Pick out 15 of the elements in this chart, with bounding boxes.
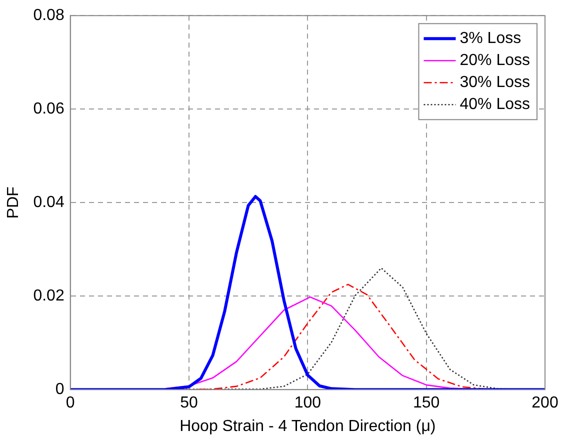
x-tick-label: 200 [532,394,558,412]
y-tick-label: 0.06 [33,100,64,118]
x-tick-label: 50 [180,394,198,412]
legend-label: 20% Loss [460,52,530,70]
y-tick-label: 0.02 [33,288,64,305]
x-tick-label: 100 [294,394,322,412]
legend-label: 3% Loss [460,30,522,48]
y-tick-label: 0.04 [33,194,64,212]
legend-label: 30% Loss [460,74,530,92]
x-tick-label: 150 [412,394,440,412]
x-axis-title: Hoop Strain - 4 Tendon Direction (μ) [180,418,436,435]
y-axis-title: PDF [5,186,22,219]
y-tick-label: 0 [55,381,64,398]
legend-label: 40% Loss [460,96,530,114]
y-tick-label: 0.08 [33,7,64,24]
